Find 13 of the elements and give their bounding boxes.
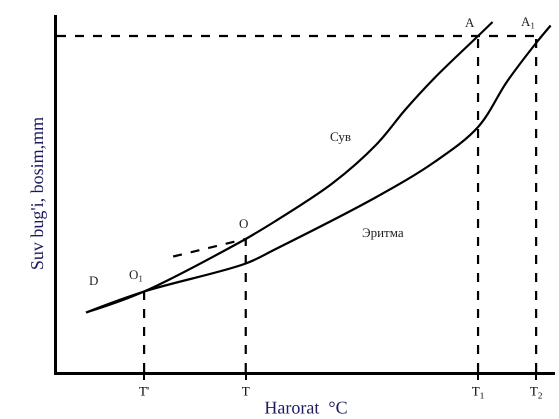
x-tick-label: T$_{2}$ [530, 384, 543, 400]
x-tick-label: T [242, 384, 250, 399]
annotation: D [89, 273, 98, 288]
x-tick-label: T$_{1}$ [472, 384, 484, 400]
annotation: A$_{1}$ [521, 14, 535, 31]
x-axis-title: Harorat °C [264, 397, 348, 418]
x-tick-label: T' [138, 384, 150, 399]
annotation: O [239, 216, 248, 231]
y-axis-title: Suv bug'i, bosim,mm [27, 116, 48, 270]
annotation: Эритма [362, 225, 404, 240]
annotation: A [465, 15, 475, 30]
annotation: Сув [330, 129, 351, 144]
annotation: O$_{1}$ [129, 267, 143, 284]
